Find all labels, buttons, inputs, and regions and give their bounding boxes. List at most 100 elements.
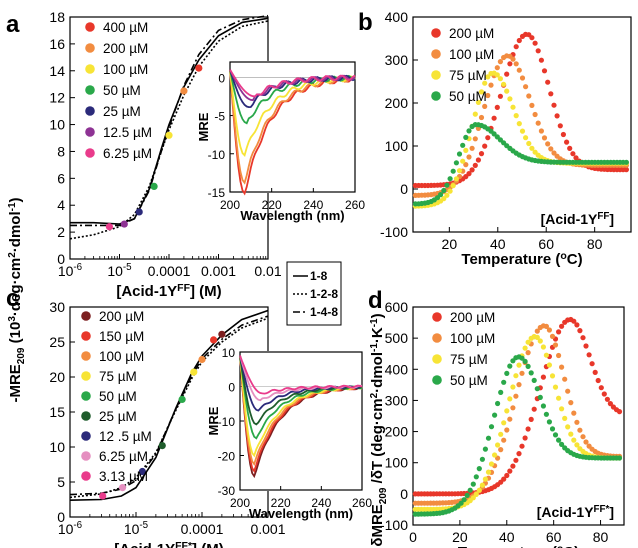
inset-spectrum (229, 69, 356, 196)
y-tick-label: 0 (57, 251, 65, 267)
data-point (447, 188, 453, 194)
data-point (485, 469, 492, 475)
data-point (577, 328, 583, 334)
data-point (516, 37, 522, 44)
data-point (501, 379, 507, 385)
data-point (438, 192, 444, 198)
data-point (525, 426, 531, 432)
x-tick-label: 0.0001 (148, 263, 191, 279)
legend-marker (81, 451, 91, 461)
data-point (548, 146, 554, 152)
data-point (526, 140, 532, 147)
data-point (453, 160, 459, 166)
data-point (472, 162, 478, 168)
data-point (556, 329, 562, 335)
data-point (583, 343, 589, 349)
legend-marker (85, 22, 95, 32)
data-point (564, 139, 570, 145)
x-tick-label: 10-6 (58, 262, 83, 279)
legend-label: 200 µM (99, 309, 144, 324)
legend-label: 25 µM (99, 409, 137, 424)
data-point (485, 435, 492, 441)
x-tick-label: 40 (499, 529, 515, 545)
data-point (507, 468, 513, 474)
data-point (598, 385, 604, 391)
x-tick-label: 200 (230, 496, 250, 510)
data-point (552, 432, 559, 438)
data-point (543, 323, 550, 329)
data-point (491, 115, 497, 121)
legend-label: 200 µM (103, 41, 148, 56)
data-point (450, 183, 456, 189)
data-point (516, 451, 522, 457)
data-point (623, 167, 630, 173)
data-point (492, 452, 498, 458)
y-tick-label: -30 (218, 484, 236, 498)
data-point (482, 446, 488, 452)
x-tick-label: 10-5 (124, 520, 149, 537)
data-point (453, 176, 459, 182)
data-point (570, 151, 576, 157)
data-point (478, 89, 485, 95)
data-point (507, 396, 513, 402)
data-point (552, 342, 559, 348)
legend-label: 75 µM (99, 369, 137, 384)
legend-label: 75 µM (449, 68, 487, 83)
y-tick-label: 5 (57, 474, 65, 490)
data-point (513, 61, 519, 67)
data-point (504, 88, 510, 94)
y-tick-label: 0 (57, 509, 65, 525)
data-point (580, 434, 586, 440)
y-tick-label: 25 (49, 334, 65, 350)
legend-marker (431, 70, 441, 80)
data-point (537, 338, 543, 344)
data-point (583, 439, 589, 445)
inset-x-label: Wavelength (nm) (240, 208, 344, 223)
legend-marker (85, 64, 95, 74)
data-point (180, 87, 188, 95)
legend-marker (85, 43, 95, 53)
data-point (472, 136, 478, 142)
data-point (532, 40, 538, 46)
data-point (501, 437, 507, 443)
panel-a: 10-6 10-5 0.0001 0.001 0.01 0 2 4 6 8 10 12 14 16 18 40… (49, 9, 365, 300)
data-point (504, 408, 510, 414)
data-point (549, 426, 556, 432)
legend-marker (432, 333, 442, 343)
data-point (571, 437, 577, 443)
data-point (118, 484, 127, 492)
data-point (190, 368, 198, 376)
data-point (557, 123, 563, 129)
y-tick-label: -100 (380, 224, 408, 240)
data-point (441, 196, 447, 202)
inset-y-label: MRE (206, 406, 221, 435)
legend-marker (81, 351, 91, 361)
legend-label: 12 .5 µM (99, 429, 152, 444)
y-tick-label: 10 (49, 439, 65, 455)
data-point (467, 487, 473, 493)
y-tick-label: 20 (49, 369, 65, 385)
y-tick-label: 200 (385, 424, 409, 440)
data-point (510, 384, 516, 390)
y-axis-label-d: δMRE209 /δT (deg·cm2·dmol-1·K-1) (369, 313, 389, 546)
data-point (513, 44, 519, 50)
data-point (519, 370, 525, 376)
data-point (604, 396, 611, 402)
panel-letter-a: a (6, 11, 20, 38)
data-point (562, 376, 568, 382)
data-point (543, 411, 550, 417)
y-tick-label: 8 (57, 143, 65, 159)
data-point (198, 355, 206, 364)
data-point (574, 419, 580, 425)
data-point (504, 427, 510, 433)
data-point (473, 491, 479, 497)
data-point (623, 159, 630, 165)
data-point (135, 208, 143, 216)
legend-label: 25 µM (103, 104, 141, 119)
x-axis-label: Temperature (oC) (458, 543, 579, 548)
data-point (568, 431, 574, 437)
data-point (573, 155, 579, 161)
y-tick-label: -5 (214, 110, 225, 124)
